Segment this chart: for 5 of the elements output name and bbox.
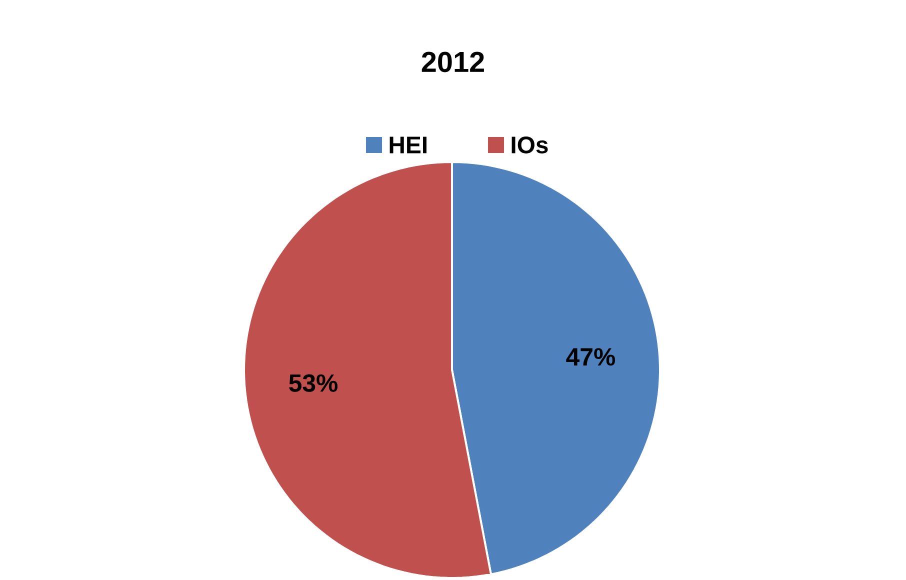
data-label: 47% [566, 348, 616, 366]
chart-title: 2012 [422, 52, 484, 72]
legend-label: IOs [512, 136, 548, 154]
data-label: 53% [289, 374, 338, 392]
legend-label: HEI [390, 136, 426, 154]
